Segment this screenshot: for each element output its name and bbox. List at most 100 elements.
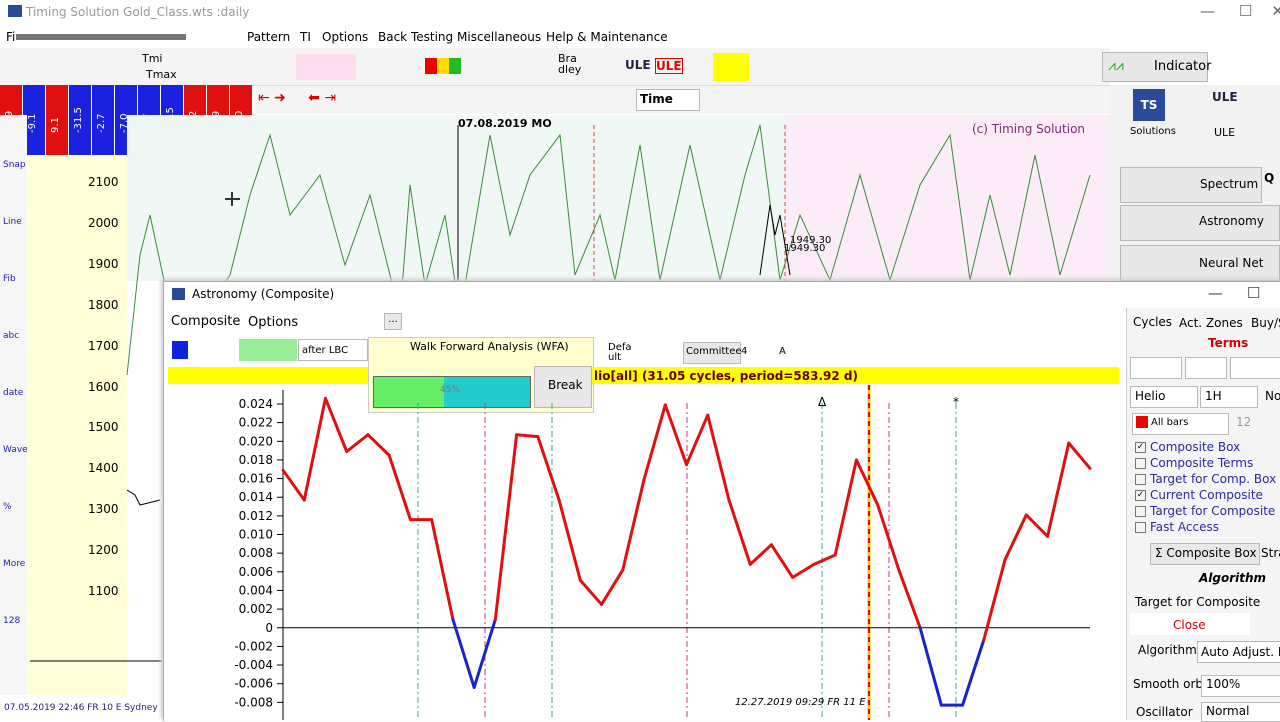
window-controls[interactable]: — ☐ ✕ <box>1200 2 1280 20</box>
child-controls[interactable]: — ☐ <box>1208 284 1261 302</box>
committee-label[interactable]: Committee <box>686 346 742 357</box>
count-field[interactable]: 12 <box>1236 415 1252 429</box>
smooth-value[interactable]: 100% <box>1206 677 1241 691</box>
planet-select[interactable] <box>1130 357 1182 379</box>
check-label[interactable]: Composite Box <box>1150 440 1241 454</box>
time-select[interactable] <box>636 89 700 111</box>
side-tool[interactable]: abc <box>3 331 20 341</box>
tool-bradley[interactable]: Bra dley <box>558 52 582 76</box>
checkbox[interactable]: ✓ <box>1135 442 1146 453</box>
nav-arrows[interactable]: ⇤ ➜ ⬅ ⇥ <box>258 90 337 106</box>
check-row[interactable]: Target for Comp. Box <box>1135 472 1276 486</box>
ule-label[interactable]: ULE <box>1214 126 1236 139</box>
composite-box-label[interactable]: Σ Composite Box <box>1155 546 1257 560</box>
no-label[interactable]: No <box>1265 389 1280 403</box>
checkbox[interactable]: ✓ <box>1135 490 1146 501</box>
check-label[interactable]: Fast Access <box>1150 520 1220 534</box>
side-tool[interactable]: % <box>3 502 12 512</box>
a-button[interactable]: A <box>779 346 786 357</box>
auto-label[interactable]: Auto Adjust. RF <box>1201 645 1280 659</box>
tool-ule[interactable]: ULE <box>625 58 651 72</box>
check-label[interactable]: Composite Terms <box>1150 456 1254 470</box>
strip-cell[interactable]: -31.5 <box>69 85 91 155</box>
color-swatch[interactable] <box>172 341 188 359</box>
strip-cell[interactable]: -2.7 <box>92 85 114 155</box>
spectrum-button[interactable] <box>1120 167 1262 203</box>
strip-cell[interactable]: 9.1 <box>46 85 68 155</box>
close-field[interactable] <box>1130 613 1250 635</box>
tool-icons[interactable] <box>296 54 356 80</box>
menu-item[interactable]: Options <box>322 30 369 44</box>
tool-tmax[interactable]: Tmax <box>146 68 177 81</box>
h1-label[interactable]: 1H <box>1205 389 1222 403</box>
neural-label[interactable]: Neural Net <box>1199 256 1264 270</box>
composite-box-button[interactable] <box>1150 543 1260 565</box>
side-tool[interactable]: More <box>3 559 26 569</box>
planet-select[interactable] <box>1230 357 1280 379</box>
panel-tab[interactable]: Buy/S <box>1251 316 1280 330</box>
menu-item[interactable]: Fi <box>6 30 16 44</box>
panel-tab[interactable]: Act. Zones <box>1179 316 1243 330</box>
check-label[interactable]: Current Composite <box>1150 488 1263 502</box>
menu-item[interactable]: Miscellaneous <box>457 30 542 44</box>
break-label[interactable]: Break <box>548 378 583 392</box>
close-label[interactable]: Close <box>1173 618 1206 632</box>
tool-yellow[interactable] <box>713 53 749 81</box>
after-select[interactable] <box>298 339 368 361</box>
composite-box-text[interactable]: Composite Box <box>1166 546 1257 560</box>
astronomy-label[interactable]: Astronomy <box>1199 214 1264 228</box>
side-tool[interactable]: Wave <box>3 445 28 455</box>
menu-item[interactable]: Back Testing <box>378 30 454 44</box>
green-swatch[interactable] <box>239 339 297 361</box>
check-label[interactable]: Target for Composite <box>1150 504 1276 518</box>
algorithm-select[interactable] <box>1197 641 1280 663</box>
panel-tab[interactable]: Cycles <box>1133 315 1173 329</box>
after-label[interactable]: after LBC <box>302 345 349 356</box>
smooth-field[interactable] <box>1201 675 1280 697</box>
indicator-button[interactable] <box>1102 52 1208 82</box>
astronomy-button[interactable] <box>1120 205 1280 241</box>
aspect-select[interactable] <box>1185 357 1227 379</box>
side-tool[interactable]: Snap <box>3 160 26 170</box>
more-button[interactable]: ... <box>384 313 402 330</box>
check-label[interactable]: Target for Comp. Box <box>1150 472 1277 486</box>
check-row[interactable]: ✓ Composite Box <box>1135 440 1240 454</box>
check-row[interactable]: Target for Composite <box>1135 504 1275 518</box>
checkbox[interactable] <box>1135 474 1146 485</box>
helio-select[interactable] <box>1130 386 1198 408</box>
committee-button[interactable] <box>683 342 741 364</box>
checkbox[interactable] <box>1135 458 1146 469</box>
time-label[interactable]: Time <box>640 92 673 106</box>
bars-select[interactable] <box>1132 413 1229 435</box>
strip-cell[interactable]: -9.1 <box>23 85 45 155</box>
default-button[interactable]: Defa ult <box>608 342 632 363</box>
menu-item[interactable]: Help & Maintenance <box>546 30 668 44</box>
q-button[interactable]: Q <box>1264 171 1275 185</box>
solutions-icon[interactable]: TS <box>1133 89 1165 121</box>
side-tool[interactable]: Fib <box>3 274 16 284</box>
spectrum-label[interactable]: Spectrum <box>1200 177 1259 191</box>
side-tool[interactable]: 128 <box>3 616 21 626</box>
checkbox[interactable] <box>1135 522 1146 533</box>
check-row[interactable]: ✓ Current Composite <box>1135 488 1263 502</box>
ule-icon[interactable]: ULE <box>1212 90 1238 104</box>
side-tool[interactable]: Line <box>3 217 22 227</box>
checkbox[interactable] <box>1135 506 1146 517</box>
bars-label[interactable]: All bars <box>1151 417 1189 428</box>
solutions-label[interactable]: Solutions <box>1130 126 1176 137</box>
menu-item[interactable]: TI <box>300 30 311 44</box>
tool-ule[interactable]: ULE <box>655 58 683 74</box>
break-button[interactable] <box>534 366 592 408</box>
helio-label[interactable]: Helio <box>1135 389 1166 403</box>
side-tool[interactable]: date <box>3 388 24 398</box>
stra-label[interactable]: Stra <box>1261 546 1280 560</box>
indicator-label[interactable]: Indicator <box>1154 59 1212 74</box>
check-row[interactable]: Composite Terms <box>1135 456 1253 470</box>
oscillator-value[interactable]: Normal <box>1206 704 1250 718</box>
h1-select[interactable] <box>1200 386 1258 408</box>
tool-colors[interactable] <box>425 58 461 74</box>
tab[interactable]: Composite <box>171 314 241 329</box>
tool-tmi[interactable]: Tmi <box>142 52 163 65</box>
committee-count[interactable]: 4 <box>741 346 748 357</box>
tab[interactable]: Options <box>248 315 299 330</box>
